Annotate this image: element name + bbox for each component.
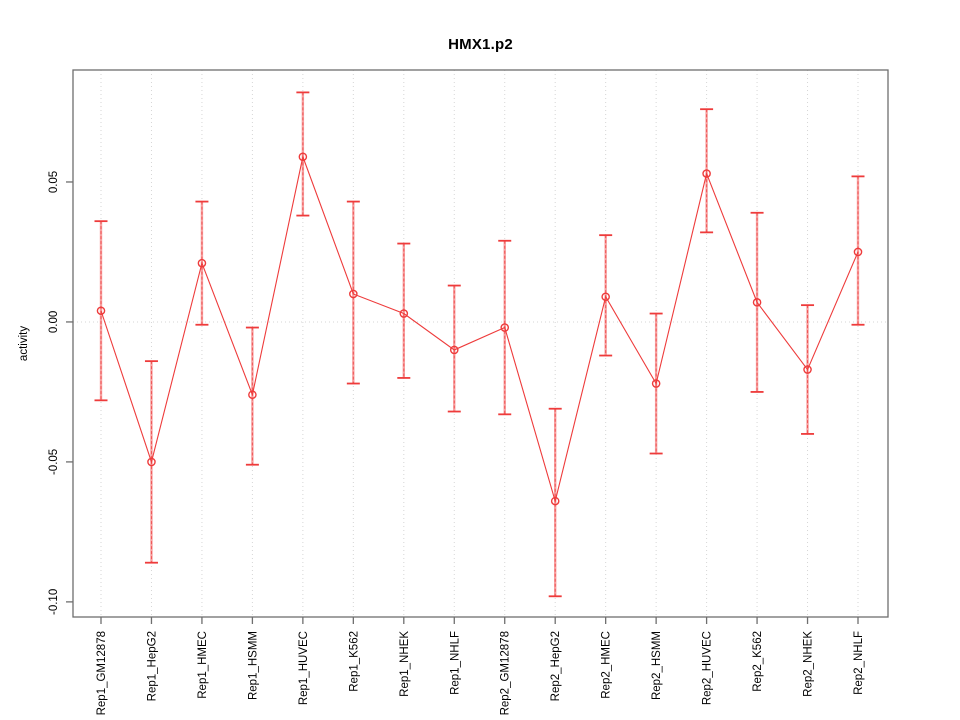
x-axis-tick-label: Rep2_HepG2 xyxy=(550,631,562,701)
data-point xyxy=(853,247,863,257)
y-axis-tick-label: 0.00 xyxy=(48,311,60,333)
x-axis-tick-label: Rep2_HMEC xyxy=(601,631,613,699)
x-axis-tick-label: Rep1_GM12878 xyxy=(96,631,108,715)
x-axis-tick-label: Rep2_NHLF xyxy=(853,631,865,695)
data-point xyxy=(349,289,358,299)
x-axis-tick-label: Rep2_GM12878 xyxy=(500,631,512,715)
x-axis-tick-label: Rep2_HUVEC xyxy=(702,631,714,705)
data-point xyxy=(803,365,812,374)
data-point xyxy=(752,298,762,307)
x-axis-tick-label: Rep1_HUVEC xyxy=(298,631,310,705)
y-axis-tick-label: -0.10 xyxy=(48,589,60,615)
data-point xyxy=(399,309,409,318)
x-axis-tick-label: Rep1_HMEC xyxy=(197,631,209,699)
data-point xyxy=(298,152,308,162)
data-point xyxy=(96,306,106,316)
data-point xyxy=(601,292,610,302)
data-point xyxy=(248,390,257,400)
y-axis-tick-label: -0.05 xyxy=(48,449,60,475)
x-axis-tick-label: Rep2_K562 xyxy=(752,631,764,692)
series-line xyxy=(100,154,859,504)
x-axis-tick-label: Rep1_HepG2 xyxy=(146,631,158,701)
data-point xyxy=(500,323,510,332)
data-point xyxy=(449,345,459,355)
chart-title: HMX1.p2 xyxy=(448,36,513,53)
x-axis-tick-label: Rep1_HSMM xyxy=(247,631,259,700)
x-axis-tick-label: Rep1_NHEK xyxy=(399,631,411,697)
data-point xyxy=(197,258,207,268)
data-point xyxy=(550,496,560,506)
y-axis-title: activity xyxy=(18,326,30,361)
x-axis-tick-label: Rep2_NHEK xyxy=(803,631,815,697)
x-axis-tick-label: Rep2_HSMM xyxy=(651,631,663,700)
data-point xyxy=(147,457,156,467)
y-axis-tick-label: 0.05 xyxy=(48,171,60,193)
x-axis-tick-label: Rep1_K562 xyxy=(348,631,360,692)
plot-border xyxy=(72,69,889,618)
data-point xyxy=(651,379,661,388)
x-axis-tick-label: Rep1_NHLF xyxy=(449,631,461,695)
data-point xyxy=(702,169,711,178)
